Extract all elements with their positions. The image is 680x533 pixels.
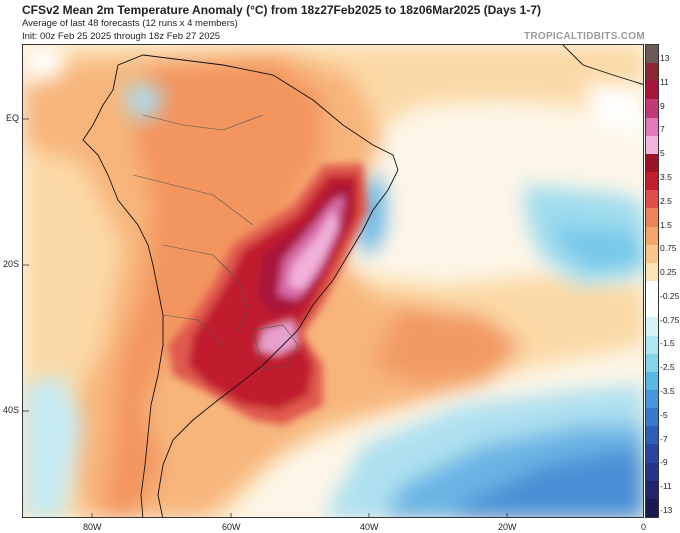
- colorbar-swatch: [646, 244, 658, 263]
- colorbar-tick-label: 1.5: [660, 219, 672, 230]
- colorbar-swatch: [646, 81, 658, 100]
- colorbar-tick-label: -7: [660, 433, 668, 444]
- colorbar-swatch: [646, 389, 658, 409]
- border-uruguay: [252, 324, 299, 371]
- colorbar: [645, 44, 659, 518]
- south-america-west-coast: [82, 64, 164, 517]
- warm-anomaly-core: [168, 163, 368, 425]
- colorbar-swatch: [646, 335, 658, 354]
- colorbar-tick-label: 2.5: [660, 195, 672, 206]
- border-argentina-chile: [162, 314, 224, 346]
- lon-label-60w: 60W: [222, 522, 241, 532]
- country-borders: [132, 114, 299, 371]
- colorbar-tick-label: -0.75: [660, 314, 680, 325]
- colorbar-swatch: [646, 353, 658, 372]
- colorbar-swatch: [646, 444, 658, 463]
- colorbar-tick-label: 11: [660, 76, 669, 87]
- colorbar-tick-label: -11: [660, 481, 672, 492]
- temperature-anomaly-map: [22, 44, 644, 518]
- colorbar-swatch: [646, 226, 658, 245]
- colorbar-swatch: [646, 371, 658, 390]
- chart-title: CFSv2 Mean 2m Temperature Anomaly (°C) f…: [22, 3, 541, 17]
- colorbar-tick-label: 0.75: [660, 243, 677, 254]
- colorbar-swatch: [646, 462, 658, 481]
- coastlines: [82, 45, 643, 517]
- map-canvas: [23, 45, 643, 517]
- colorbar-swatch: [646, 135, 658, 154]
- colorbar-tick-label: 0.25: [660, 267, 677, 278]
- colorbar-swatch: [646, 99, 658, 118]
- lon-label-80w: 80W: [83, 522, 102, 532]
- lat-label-40s: 40S: [3, 405, 20, 415]
- colorbar-swatch: [646, 480, 658, 499]
- cool-anomaly-regions: [23, 45, 643, 517]
- colorbar-swatch: [646, 317, 658, 336]
- colorbar-tick-label: -1.5: [660, 338, 675, 349]
- colorbar-tick-label: -9: [660, 457, 668, 468]
- colorbar-tick-label: 13: [660, 53, 670, 63]
- border-peru-brazil: [132, 174, 254, 226]
- colorbar-tick-label: -2.5: [660, 362, 675, 373]
- colorbar-tick-label: 7: [660, 124, 665, 135]
- lon-label-20w: 20W: [498, 522, 517, 532]
- border-paraguay: [217, 259, 249, 331]
- africa-coast: [562, 45, 643, 85]
- longitude-ticks: [91, 513, 508, 517]
- colorbar-tick-label: -5: [660, 409, 668, 420]
- colorbar-swatch: [646, 281, 658, 300]
- colorbar-swatch: [646, 208, 658, 227]
- colorbar-swatch: [646, 262, 658, 282]
- colorbar-swatch: [646, 117, 658, 136]
- lat-label-eq: EQ: [6, 113, 20, 123]
- colorbar-swatch: [646, 408, 658, 427]
- chart-subtitle-init-time: Init: 00z Feb 25 2025 through 18z Feb 27…: [22, 31, 221, 42]
- colorbar-tick-label: 9: [660, 100, 665, 111]
- colorbar-swatch: [646, 426, 658, 445]
- colorbar-swatch: [646, 63, 658, 82]
- colorbar-tick-label: 3.5: [660, 171, 672, 182]
- colorbar-swatch: [646, 45, 658, 64]
- colorbar-tick-label: 5: [660, 148, 665, 159]
- colorbar-swatch: [646, 190, 658, 209]
- border-north: [142, 114, 264, 131]
- lon-label-40w: 40W: [360, 522, 379, 532]
- colorbar-tick-label: -3.5: [660, 386, 675, 397]
- chart-subtitle-forecast-average: Average of last 48 forecasts (12 runs x …: [22, 18, 238, 29]
- lat-label-20s: 20S: [3, 259, 20, 269]
- colorbar-labels: 13 11 9 7 5 3.5 2.5 1.5 0.75 0.25 -0.25 -0.75 -1.5 -2…: [660, 44, 680, 518]
- colorbar-tick-label: -0.25: [660, 290, 680, 301]
- colorbar-swatch: [646, 498, 658, 518]
- lon-label-0: 0: [641, 522, 647, 532]
- latitude-ticks: [23, 118, 29, 412]
- source-credit: TROPICALTIDBITS.COM: [523, 31, 645, 42]
- colorbar-tick-label: -13: [660, 505, 673, 515]
- colorbar-swatch: [646, 153, 658, 173]
- south-america-east-coast: [117, 54, 399, 517]
- colorbar-swatch: [646, 172, 658, 191]
- colorbar-swatch: [646, 299, 658, 318]
